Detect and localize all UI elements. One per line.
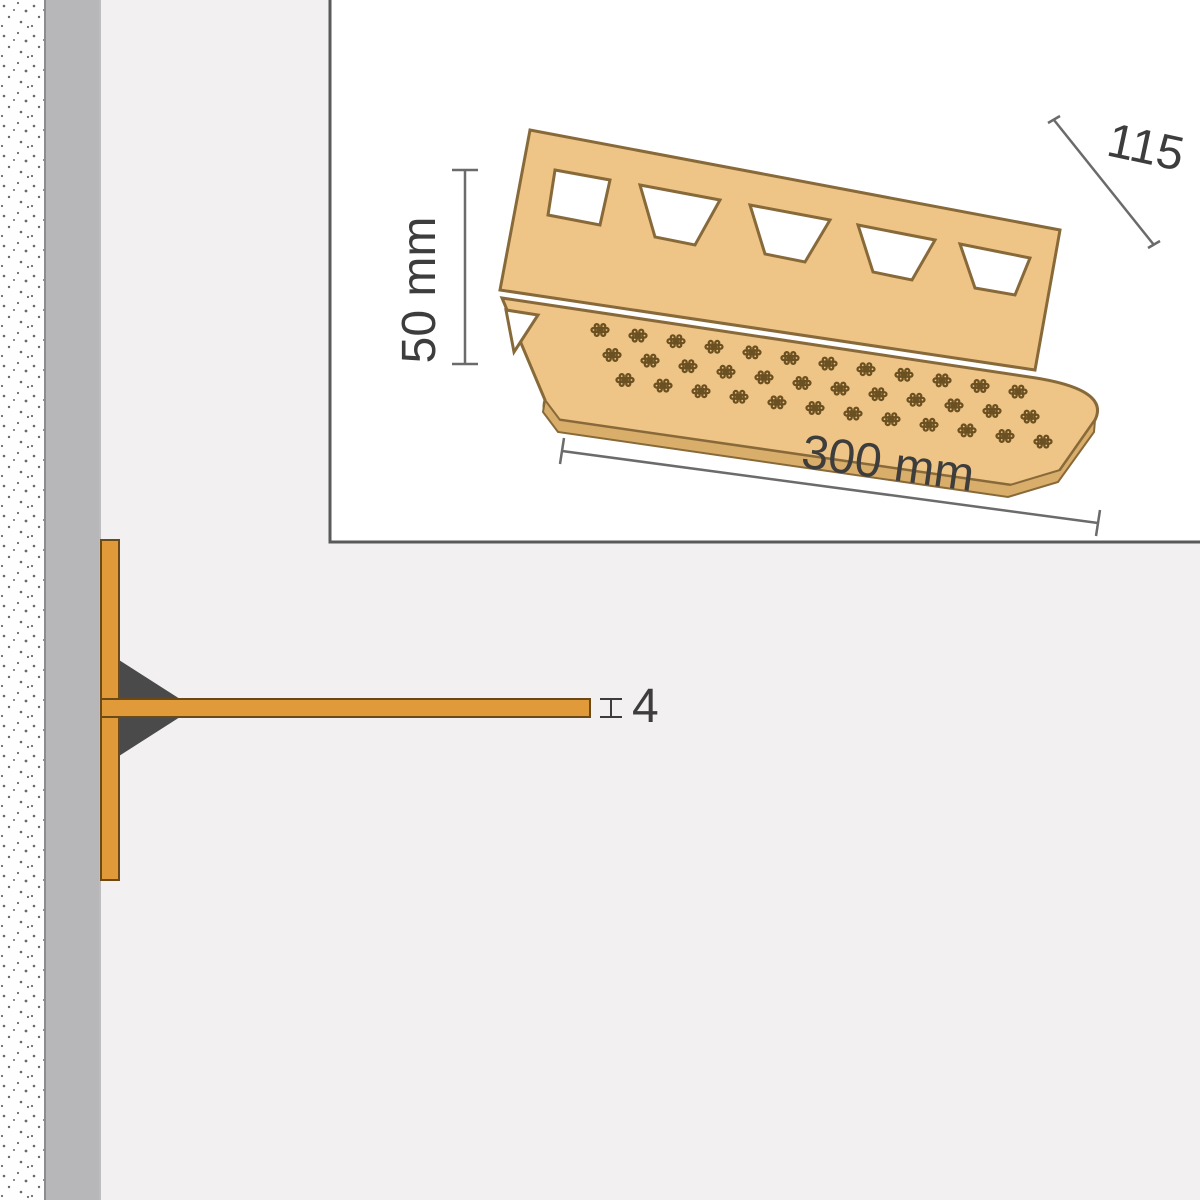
dim-height-label: 50 mm	[393, 217, 446, 364]
wall-substrate	[0, 0, 45, 1200]
inset-panel: 50 mm	[330, 0, 1200, 542]
dim-thickness-label: 4	[632, 680, 659, 733]
diagram-canvas: 4 50 mm	[0, 0, 1200, 1200]
wall-render-layer	[45, 0, 100, 1200]
